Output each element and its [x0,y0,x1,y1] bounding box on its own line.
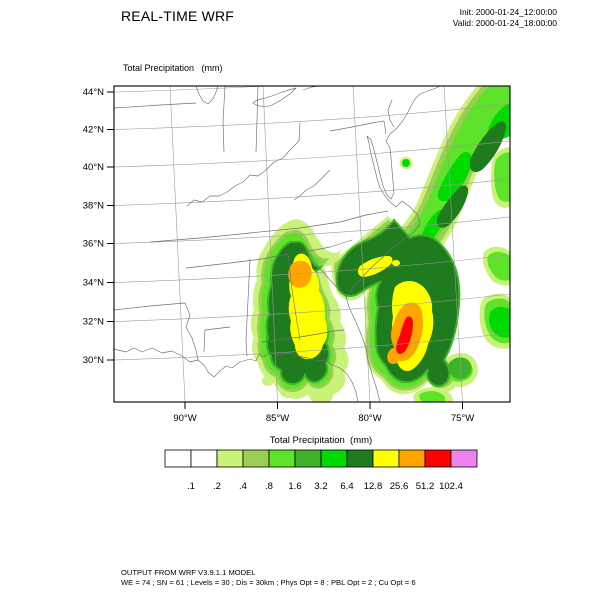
lake-michigan [195,86,219,105]
lon-axis-labels: 90°W 85°W 80°W 75°W [173,413,474,424]
lat-tick-marks [107,91,114,361]
colorbar-tick: 12.8 [364,481,383,492]
colorbar-tick: .8 [265,481,273,492]
colorbar-tick: .4 [239,481,247,492]
colorbar-cell [216,449,244,468]
gulf-atlantic-coastline [114,347,359,402]
colorbar-tick: 3.2 [314,481,327,492]
al-fl-ga-border [261,329,345,343]
lat-label: 30°N [83,355,104,366]
colorbar-cell [346,449,374,468]
sc-ga-border [299,252,347,298]
colorbar-cell [242,449,270,468]
colorbar-cell [164,449,192,468]
init-time-label: Init: 2000-01-24_12:00:00 [460,7,558,17]
lon-tick-marks [184,402,463,409]
colorbar-cell [372,449,400,468]
lat-label: 42°N [83,125,104,136]
map-canvas [114,86,510,402]
colorbar-tick: .2 [213,481,221,492]
ohio-river [186,140,300,207]
lat-label: 38°N [83,201,104,212]
colorbar-title: Total Precipitation (mm) [270,435,372,446]
colorbar-labels: .1 .2 .4 .8 1.6 3.2 6.4 12.8 25.6 51.2 1… [187,481,463,492]
appalachia-borders [293,99,395,201]
colorbar-cell [190,449,218,468]
colorbar-tick: 25.6 [390,481,409,492]
colorbar-tick: 51.2 [416,481,435,492]
precip-level-1024mm [396,316,413,355]
lon-label: 85°W [266,413,289,424]
al-ga-border [287,253,301,341]
lon-label: 80°W [358,413,381,424]
graticule [114,86,510,402]
la-ms-31n-border [203,326,231,353]
tn-al-ms-border [185,239,353,269]
colorbar [164,449,478,468]
lon-label: 90°W [173,413,196,424]
lon-label: 75°W [451,413,474,424]
colorbar-cell [320,449,348,468]
lat-label: 34°N [83,278,104,289]
ar-la-ms-border [114,302,199,361]
page-title: REAL-TIME WRF [121,8,234,24]
florida-east-coastline [345,86,441,402]
colorbar-tick: 6.4 [340,481,353,492]
lat-label: 40°N [83,162,104,173]
map-title: Total Precipitation (mm) [123,63,223,73]
colorbar-cell [398,449,426,468]
lake-erie [252,87,297,107]
lat-label: 36°N [83,239,104,250]
precip-shading [251,86,510,402]
colorbar-cell [268,449,296,468]
lat-label: 32°N [83,317,104,328]
colorbar-tick: 102.4 [439,481,463,492]
colorbar-cell [450,449,478,468]
coastlines-borders [114,86,441,402]
lake-ontario [302,86,319,91]
ms-al-border [245,258,251,357]
colorbar-tick: 1.6 [288,481,301,492]
lat-label: 44°N [83,87,104,98]
colorbar-cell [294,449,322,468]
ky-tn-va-nc-border [149,210,389,243]
state-borders-midwest [114,86,301,153]
lat-axis-labels: 44°N 42°N 40°N 38°N 36°N 34°N 32°N 30°N [83,87,104,366]
footer-namelist-line: WE = 74 ; SN = 61 ; Levels = 30 ; Dis = … [121,578,416,587]
valid-time-label: Valid: 2000-01-24_18:00:00 [453,18,558,28]
colorbar-cell [424,449,452,468]
footer-model-line: OUTPUT FROM WRF V3.9.1.1 MODEL [121,568,255,577]
colorbar-tick: .1 [187,481,195,492]
